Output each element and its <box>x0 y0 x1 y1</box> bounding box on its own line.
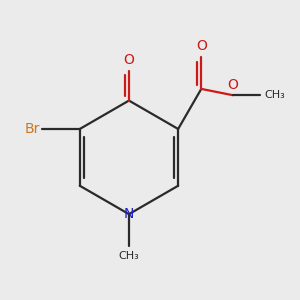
Text: N: N <box>124 207 134 221</box>
Text: O: O <box>124 53 134 67</box>
Text: CH₃: CH₃ <box>264 90 285 100</box>
Text: O: O <box>227 78 238 92</box>
Text: CH₃: CH₃ <box>118 251 139 261</box>
Text: O: O <box>196 39 207 53</box>
Text: Br: Br <box>25 122 40 136</box>
